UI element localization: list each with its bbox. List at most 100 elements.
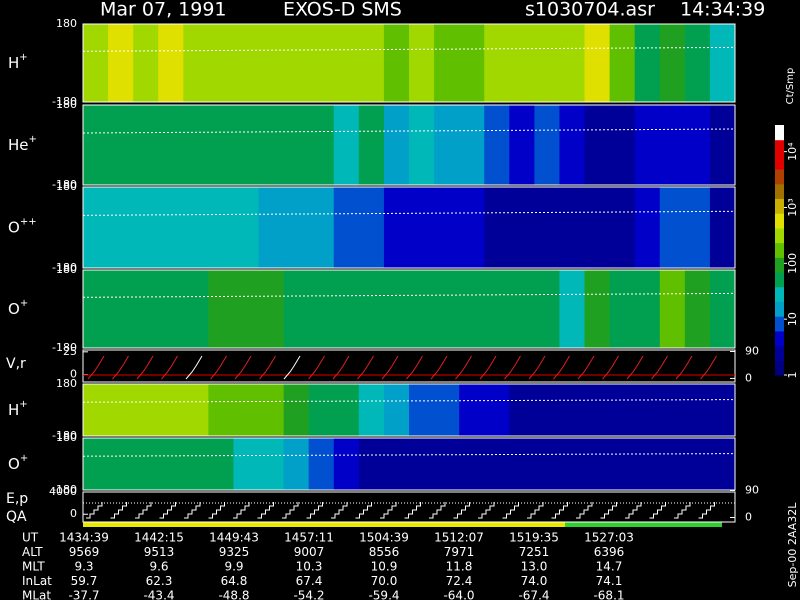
- spectrogram-cell: [584, 384, 611, 436]
- spectrogram-cell: [158, 24, 184, 102]
- colorbar-label: Ct/Smp: [785, 68, 796, 105]
- panel-label: E,p: [6, 491, 28, 507]
- energy-steps: [355, 502, 372, 519]
- orbit-value: 1527:03: [584, 531, 634, 545]
- spectrogram-cell: [409, 384, 435, 436]
- orbit-value: -59.4: [368, 589, 399, 600]
- energy-steps: [233, 502, 250, 519]
- orbit-value: 9569: [69, 545, 100, 559]
- spectrogram-cell: [484, 105, 510, 185]
- spectrogram-cell: [484, 384, 510, 436]
- label-sup: ++: [20, 217, 37, 228]
- spectrogram-cell: [434, 438, 460, 490]
- spectrogram-cell: [509, 384, 535, 436]
- spectrogram-cell: [609, 24, 636, 102]
- spectrogram-cell: [684, 270, 711, 348]
- velocity-trace: [112, 355, 129, 380]
- energy-steps: [159, 502, 176, 519]
- spectrogram-cell: [233, 187, 260, 268]
- spectrogram-cell: [409, 187, 435, 268]
- spectrogram-cell: [634, 384, 661, 436]
- colorbar-tick-label: 10³: [786, 198, 799, 216]
- velocity-trace: [406, 355, 423, 380]
- colorbar-segment: [775, 301, 784, 317]
- velocity-trace: [381, 355, 399, 380]
- spectrogram-cell: [459, 438, 485, 490]
- velocity-trace: [455, 355, 472, 380]
- spectrogram-cell: [183, 384, 209, 436]
- spectrogram-cell: [709, 270, 736, 348]
- panel-frame: [82, 23, 736, 103]
- spectrogram-cell: [459, 270, 485, 348]
- spectrogram-cell: [158, 187, 184, 268]
- velocity-trace: [626, 355, 644, 380]
- velocity-trace: [700, 355, 717, 380]
- spectrogram-cell: [308, 438, 335, 490]
- velocity-trace: [553, 355, 570, 380]
- spectrogram-cell: [484, 24, 510, 102]
- orbit-value: 67.4: [296, 574, 323, 588]
- spectrogram-cell: [258, 270, 285, 348]
- spectrogram-cell: [83, 384, 109, 436]
- energy-steps: [453, 502, 470, 519]
- spectrogram-cell: [183, 187, 209, 268]
- spectrogram-cell: [233, 105, 260, 185]
- y-tick-label: 180: [56, 431, 77, 444]
- spectrogram-cell: [534, 24, 560, 102]
- spectrogram-cell: [158, 438, 184, 490]
- orbit-value: 9513: [144, 545, 175, 559]
- label-base: H: [8, 54, 19, 72]
- orbit-value: 9.3: [74, 560, 93, 574]
- spectrogram-cell: [258, 438, 285, 490]
- panel-label: O++: [8, 217, 37, 237]
- spectrogram-cell: [183, 270, 209, 348]
- spectrogram-cell: [584, 187, 611, 268]
- spectrogram-cell: [684, 384, 711, 436]
- colorbar-tick-label: 10⁴: [786, 142, 799, 161]
- energy-steps: [86, 502, 103, 519]
- colorbar-segment: [775, 360, 784, 376]
- orbit-value: 13.0: [521, 560, 548, 574]
- spectrogram-cell: [108, 270, 134, 348]
- spectrogram-cell: [459, 187, 485, 268]
- pitch-line: [82, 399, 736, 403]
- spectrogram-cell: [584, 24, 611, 102]
- spectrogram-cell: [509, 187, 535, 268]
- spectrogram-cell: [684, 187, 711, 268]
- spectrogram-cell: [584, 105, 611, 185]
- spectrogram-cell: [283, 24, 310, 102]
- spectrogram-cell: [283, 187, 310, 268]
- energy-steps: [135, 502, 152, 519]
- spectrogram-cell: [559, 384, 586, 436]
- spectrogram-cell: [584, 438, 611, 490]
- energy-steps: [600, 502, 617, 519]
- label-sup: +: [19, 399, 27, 410]
- spectrogram-cell: [709, 438, 736, 490]
- spectrogram-cell: [208, 187, 234, 268]
- spectrogram-cell: [659, 187, 686, 268]
- spectrogram-cell: [133, 105, 159, 185]
- spectrogram-cell: [133, 187, 159, 268]
- panel-label: QA: [6, 509, 27, 525]
- spectrogram-cell: [609, 438, 636, 490]
- velocity-trace: [210, 355, 227, 380]
- energy-steps: [257, 502, 274, 519]
- spectrogram-cell: [659, 384, 686, 436]
- y-tick-label: 180: [56, 377, 77, 390]
- label-base: O: [8, 300, 20, 318]
- spectrogram-cell: [358, 438, 385, 490]
- orbit-value: 9007: [294, 545, 325, 559]
- orbit-value: 7251: [519, 545, 550, 559]
- panel-frame: [82, 269, 736, 349]
- energy-steps: [551, 502, 568, 519]
- spectrogram-cell: [183, 105, 209, 185]
- velocity-trace: [308, 355, 325, 380]
- orbit-value: 72.4: [446, 574, 473, 588]
- panel-frame: [82, 491, 736, 523]
- orbit-value: 74.1: [596, 574, 623, 588]
- spectrogram-cell: [434, 187, 460, 268]
- y2-tick-label: 0: [745, 371, 752, 384]
- spectrogram-cell: [308, 384, 335, 436]
- panel-label: H+: [8, 399, 28, 419]
- energy-steps: [576, 502, 593, 519]
